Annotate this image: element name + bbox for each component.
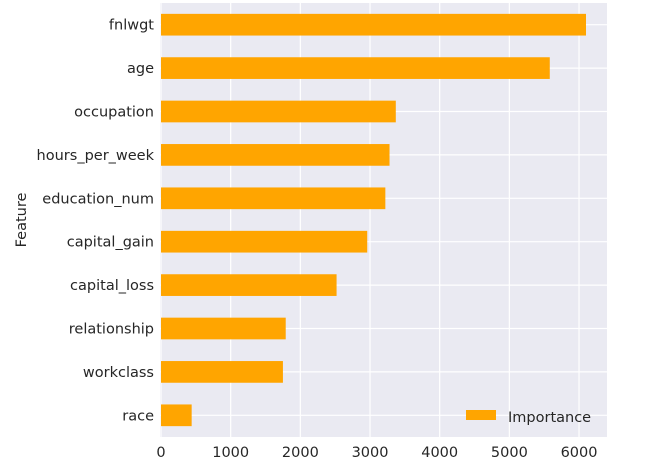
bar-capital_loss xyxy=(161,274,337,296)
y-axis-title: Feature xyxy=(14,193,30,248)
legend: Importance xyxy=(466,410,591,426)
bar-race xyxy=(161,404,192,427)
category-label: education_num xyxy=(42,191,154,207)
x-tick-label: 1000 xyxy=(212,445,249,461)
category-label: capital_gain xyxy=(67,235,154,251)
bar-capital_gain xyxy=(161,230,368,253)
x-tick-label: 6000 xyxy=(561,445,598,461)
category-label: age xyxy=(127,61,154,77)
bar-education_num xyxy=(161,187,386,210)
category-label: capital_loss xyxy=(70,278,154,294)
x-tick-label: 2000 xyxy=(282,445,319,461)
category-label: relationship xyxy=(69,322,154,338)
bar-workclass xyxy=(161,361,283,383)
bar-relationship xyxy=(161,317,286,340)
bars xyxy=(161,13,586,427)
category-label: workclass xyxy=(83,365,154,381)
bar-hours_per_week xyxy=(161,144,390,166)
category-label: fnlwgt xyxy=(109,18,154,34)
x-tick-label: 0 xyxy=(156,445,165,461)
x-tick-labels: 0 1000 2000 3000 4000 5000 6000 xyxy=(156,445,597,461)
category-labels: fnlwgt age occupation hours_per_weekeducati… xyxy=(37,18,155,425)
legend-swatch xyxy=(466,410,496,420)
x-tick-label: 3000 xyxy=(352,445,389,461)
bar-occupation xyxy=(161,100,396,123)
bar-age xyxy=(161,57,550,79)
x-tick-label: 5000 xyxy=(491,445,528,461)
x-tick-label: 4000 xyxy=(421,445,458,461)
bar-fnlwgt xyxy=(161,13,586,36)
category-label: occupation xyxy=(74,105,154,121)
category-label: race xyxy=(122,408,154,424)
legend-label: Importance xyxy=(508,410,591,426)
category-label: hours_per_week xyxy=(37,148,155,164)
